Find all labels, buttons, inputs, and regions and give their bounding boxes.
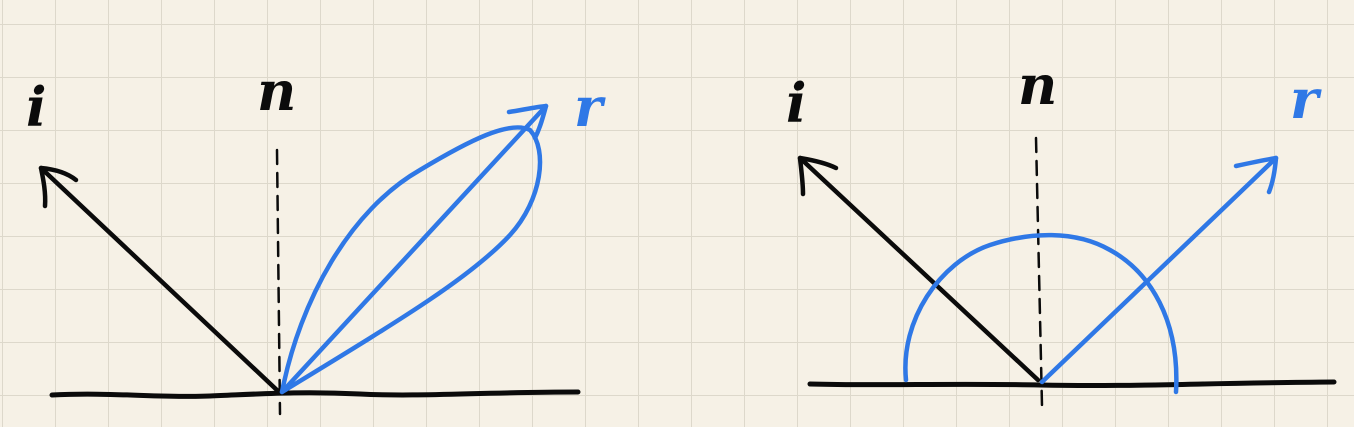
incident-arrowhead	[797, 155, 839, 197]
normal-line	[1034, 136, 1044, 408]
normal-label: n	[257, 59, 296, 123]
reflected-arrow	[279, 103, 549, 395]
incident-arrow	[797, 155, 1041, 383]
reflected-arrow	[1039, 155, 1279, 385]
reflected-arrowhead	[506, 103, 549, 141]
normal-line	[275, 148, 282, 416]
incident-label: i	[786, 71, 807, 135]
incident-arrow	[38, 165, 282, 395]
reflected-arrowhead	[1233, 155, 1279, 195]
specular-lobe	[279, 125, 543, 395]
surface-line	[807, 379, 1337, 389]
diffuse-reflection-diagram: i n r	[786, 53, 1337, 408]
normal-label: n	[1018, 53, 1057, 117]
reflected-label: r	[574, 75, 606, 139]
specular-reflection-diagram: i n r	[26, 59, 606, 416]
surface-line	[49, 389, 581, 399]
incident-label: i	[26, 75, 47, 139]
reflected-label: r	[1290, 67, 1322, 131]
diffuse-hemisphere	[903, 232, 1179, 395]
incident-arrowhead	[38, 165, 79, 209]
